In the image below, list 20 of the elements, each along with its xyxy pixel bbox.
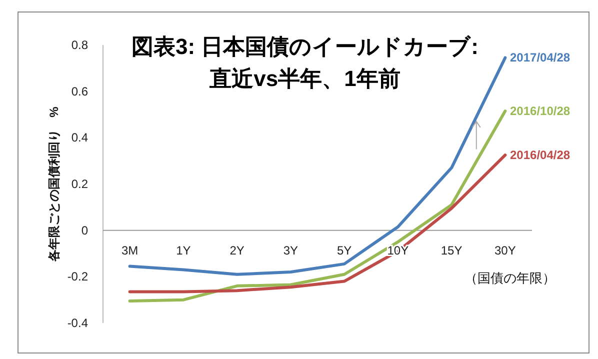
y-axis-title: 各年限ごとの国債利回り % <box>47 106 61 262</box>
x-tick-label: 1Y <box>176 243 191 258</box>
y-tick-label: -0.4 <box>67 316 88 330</box>
x-tick-label: 30Y <box>494 243 516 258</box>
x-axis-title: （国債の年限） <box>464 270 556 286</box>
y-tick-label: 0.8 <box>71 38 88 52</box>
x-tick-label: 5Y <box>336 243 352 258</box>
y-tick-label: 0.4 <box>71 130 88 145</box>
x-tick-label: 3Y <box>283 243 298 258</box>
y-tick-label: 0 <box>81 223 88 238</box>
y-tick-label: -0.2 <box>67 270 88 284</box>
x-tick-label: 15Y <box>440 243 462 258</box>
chart-title: 図表3: 日本国債のイールドカーブ: 直近vs半年、1年前 <box>132 34 478 91</box>
y-tick-label: 0.6 <box>71 84 88 98</box>
series-label: 2016/04/28 <box>510 148 570 162</box>
x-tick-label: 3M <box>121 243 138 258</box>
x-tick-label: 2Y <box>230 243 244 258</box>
series-label: 2016/10/28 <box>510 104 570 118</box>
y-tick-label: 0.2 <box>71 177 88 191</box>
series-label: 2017/04/28 <box>510 50 570 65</box>
